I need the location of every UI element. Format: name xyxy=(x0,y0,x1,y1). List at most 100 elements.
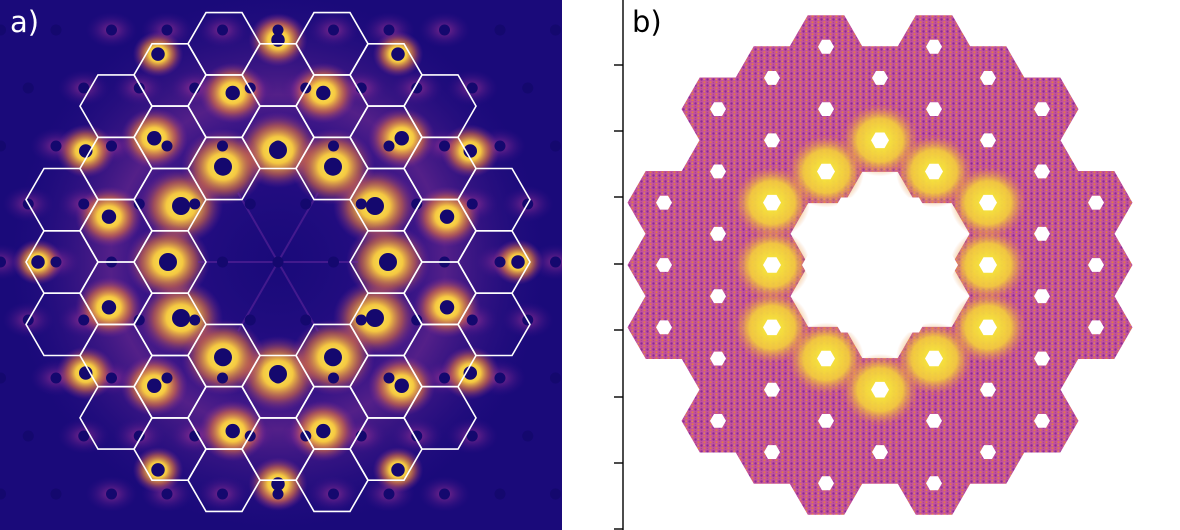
cavity-hole xyxy=(391,47,405,61)
white-hole xyxy=(763,194,781,211)
lattice-hole xyxy=(50,256,62,268)
white-hole xyxy=(763,257,781,273)
lattice-hole xyxy=(411,430,423,442)
lattice-hole xyxy=(522,82,534,94)
lattice-hole xyxy=(550,256,561,268)
cavity-hole xyxy=(439,209,455,224)
cavity-hole xyxy=(269,141,287,159)
white-hole xyxy=(926,39,942,54)
lattice-hole xyxy=(50,24,62,36)
lattice-hole xyxy=(50,372,62,384)
white-hole xyxy=(980,382,996,397)
lattice-hole xyxy=(550,140,561,152)
white-hole xyxy=(871,381,889,398)
lattice-hole xyxy=(466,82,478,94)
cavity-hole xyxy=(147,131,162,146)
lattice-hole xyxy=(328,372,339,384)
white-hole xyxy=(656,320,672,335)
lattice-hole xyxy=(411,198,423,210)
cavity-hole xyxy=(316,85,331,101)
lattice-hole xyxy=(0,256,6,268)
lattice-hole xyxy=(0,24,6,36)
white-hole xyxy=(1034,164,1050,179)
cavity-hole xyxy=(151,463,165,477)
white-hole xyxy=(764,445,780,459)
cavity-hole xyxy=(147,378,162,393)
lattice-hole xyxy=(439,372,450,384)
lattice-hole xyxy=(383,140,395,152)
lattice-hole xyxy=(78,82,90,94)
white-hole xyxy=(764,133,780,148)
cavity-hole xyxy=(324,348,342,367)
cavity-hole xyxy=(365,309,384,327)
cavity-hole xyxy=(511,255,525,269)
lattice-hole xyxy=(494,488,506,500)
white-hole xyxy=(979,194,997,211)
lattice-hole xyxy=(133,198,145,210)
white-hole xyxy=(872,445,888,459)
lattice-hole xyxy=(217,140,228,152)
central-void xyxy=(802,197,958,333)
sampled-hex-plot xyxy=(614,0,1133,530)
lattice-hole xyxy=(217,372,228,384)
white-hole xyxy=(764,382,780,397)
white-hole xyxy=(1034,102,1050,116)
panel-b-sampled-map: b) xyxy=(562,0,1180,530)
white-hole xyxy=(818,102,834,116)
cavity-hole xyxy=(394,378,409,393)
cavity-hole xyxy=(225,423,240,439)
lattice-hole xyxy=(50,488,62,500)
lattice-hole xyxy=(439,140,450,152)
cavity-hole xyxy=(463,144,478,158)
lattice-hole xyxy=(244,198,256,210)
white-hole xyxy=(710,414,726,428)
hole-layer xyxy=(656,39,1104,491)
lattice-hole xyxy=(0,140,6,152)
white-hole xyxy=(763,319,781,336)
lattice-hole xyxy=(217,256,228,268)
lattice-hole xyxy=(106,140,117,152)
lattice-hole xyxy=(78,198,90,210)
white-hole xyxy=(818,414,834,428)
white-hole xyxy=(1034,414,1050,428)
white-hole xyxy=(710,164,726,179)
lattice-hole xyxy=(355,314,367,326)
white-hole xyxy=(1034,226,1050,241)
cavity-hole xyxy=(78,366,93,380)
cavity-hole xyxy=(101,209,117,224)
cavity-hole xyxy=(394,131,409,146)
white-hole xyxy=(926,476,942,491)
lattice-hole xyxy=(466,430,478,442)
cavity-hole xyxy=(365,197,384,215)
lattice-hole xyxy=(133,314,145,326)
lattice-hole xyxy=(133,430,145,442)
white-hole xyxy=(980,71,996,85)
lattice-hole xyxy=(300,314,312,326)
cavity-hole xyxy=(214,157,232,176)
lattice-hole xyxy=(217,24,228,36)
lattice-hole xyxy=(300,198,312,210)
cavity-hole xyxy=(172,309,191,327)
white-hole xyxy=(926,102,942,116)
left-axis xyxy=(614,0,624,530)
lattice-hole xyxy=(0,488,6,500)
white-hole xyxy=(710,102,726,116)
intensity-map xyxy=(0,0,562,530)
lattice-hole xyxy=(106,372,117,384)
cavity-hole xyxy=(31,255,45,269)
lattice-hole xyxy=(383,24,395,36)
lattice-hole xyxy=(383,488,395,500)
lattice-hole xyxy=(161,140,173,152)
white-hole xyxy=(710,226,726,241)
lattice-hole xyxy=(272,256,284,268)
white-hole xyxy=(872,71,888,85)
lattice-hole xyxy=(161,372,173,384)
cavity-hole xyxy=(225,85,240,101)
lattice-hole xyxy=(550,372,561,384)
lattice-hole xyxy=(439,24,450,36)
white-hole xyxy=(764,71,780,85)
white-hole xyxy=(980,133,996,148)
hex-cell-outline xyxy=(457,292,531,357)
lattice-hole xyxy=(328,488,339,500)
cavity-hole xyxy=(78,144,93,158)
